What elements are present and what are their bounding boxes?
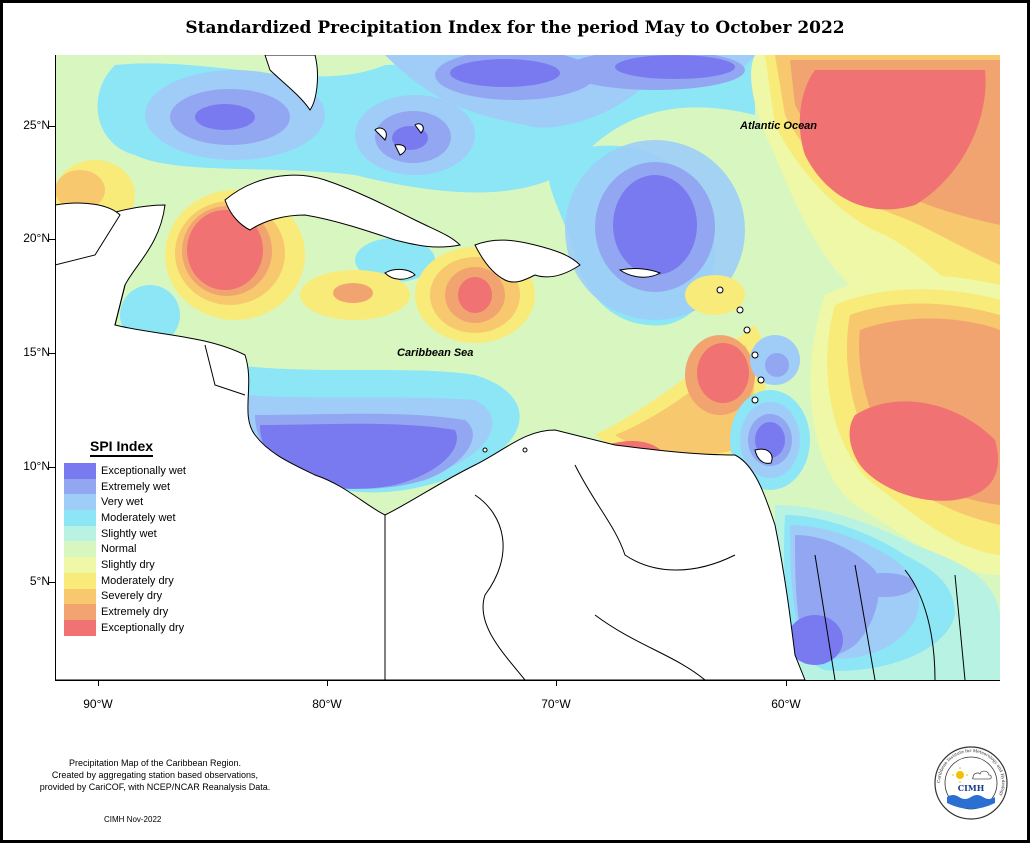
spi-map [55,55,1000,680]
legend-item: Exceptionally dry [64,619,186,636]
footer-line: Created by aggregating station based obs… [51,770,259,780]
legend-swatch [64,541,96,558]
cimh-logo: Caribbean Institute for Meteorology and … [933,745,1009,821]
legend-swatch [64,588,96,605]
wet-zones [97,55,756,345]
land-masses [55,55,806,680]
lat-label: 20°N [23,231,50,245]
lat-tick [49,353,55,354]
lat-label: 15°N [23,345,50,359]
footer-line: provided by CariCOF, with NCEP/NCAR Rean… [39,782,271,792]
country-borders [114,284,966,680]
logo-name: CIMH [958,783,985,793]
lon-label: 60°W [771,697,801,711]
lon-tick [556,680,557,686]
lon-tick [327,680,328,686]
lat-label: 5°N [29,574,50,588]
legend-label: Exceptionally wet [101,464,186,477]
legend-title: SPI Index [90,438,154,457]
legend-item: Moderately wet [64,510,186,526]
legend-swatch [64,510,96,526]
legend-item: Normal [64,541,186,558]
legend-item: Extremely wet [64,478,186,495]
legend-label: Slightly dry [101,558,155,571]
lon-tick [98,680,99,686]
legend-rows: Exceptionally wet Extremely wet Very wet… [64,463,186,636]
spi-map-svg [55,55,1000,680]
x-axis [55,680,1000,681]
legend-swatch [64,604,96,620]
legend-swatch [64,478,96,495]
footer-line: Precipitation Map of the Caribbean Regio… [68,758,242,768]
cimh-logo-svg: Caribbean Institute for Meteorology and … [934,746,1008,820]
legend-swatch [64,463,96,479]
lon-label: 70°W [541,697,571,711]
legend-item: Exceptionally wet [64,463,186,479]
legend-label: Extremely dry [101,606,169,619]
legend-label: Moderately dry [101,574,174,587]
footer-note: Precipitation Map of the Caribbean Regio… [5,757,305,793]
lat-tick [49,239,55,240]
lat-label: 10°N [23,459,50,473]
legend-swatch [64,525,96,542]
dry-zones [55,55,1000,575]
legend-label: Slightly wet [101,527,157,540]
legend-item: Severely dry [64,588,186,605]
legend-label: Exceptionally dry [101,621,185,634]
legend-swatch [64,619,96,636]
legend-label: Moderately wet [101,511,176,524]
cloud-icon [971,770,992,780]
legend-item: Moderately dry [64,572,186,589]
legend-swatch [64,557,96,573]
map-title: Standardized Precipitation Index for the… [185,18,845,38]
lat-label: 25°N [23,118,50,132]
lon-label: 90°W [83,697,113,711]
legend-item: Extremely dry [64,604,186,620]
y-axis [55,55,56,680]
legend-swatch [64,494,96,511]
sun-rays-icon [952,767,968,783]
lon-label: 80°W [312,697,342,711]
legend-label: Very wet [101,496,144,509]
lat-tick [49,467,55,468]
legend-item: Very wet [64,494,186,511]
lon-tick [786,680,787,686]
legend-label: Severely dry [101,590,163,603]
atlantic-ocean-label: Atlantic Ocean [740,120,818,132]
spi-legend: SPI Index Exceptionally wet Extremely we… [64,438,186,636]
legend-label: Normal [101,543,137,556]
water-icon [947,795,995,809]
caribbean-sea-label: Caribbean Sea [397,347,474,359]
legend-item: Slightly wet [64,525,186,542]
legend-label: Extremely wet [101,480,171,493]
lat-tick [49,126,55,127]
legend-item: Slightly dry [64,557,186,573]
legend-swatch [64,572,96,589]
sun-icon [956,771,964,779]
footer-date: CIMH Nov-2022 [104,815,162,824]
lat-tick [49,582,55,583]
